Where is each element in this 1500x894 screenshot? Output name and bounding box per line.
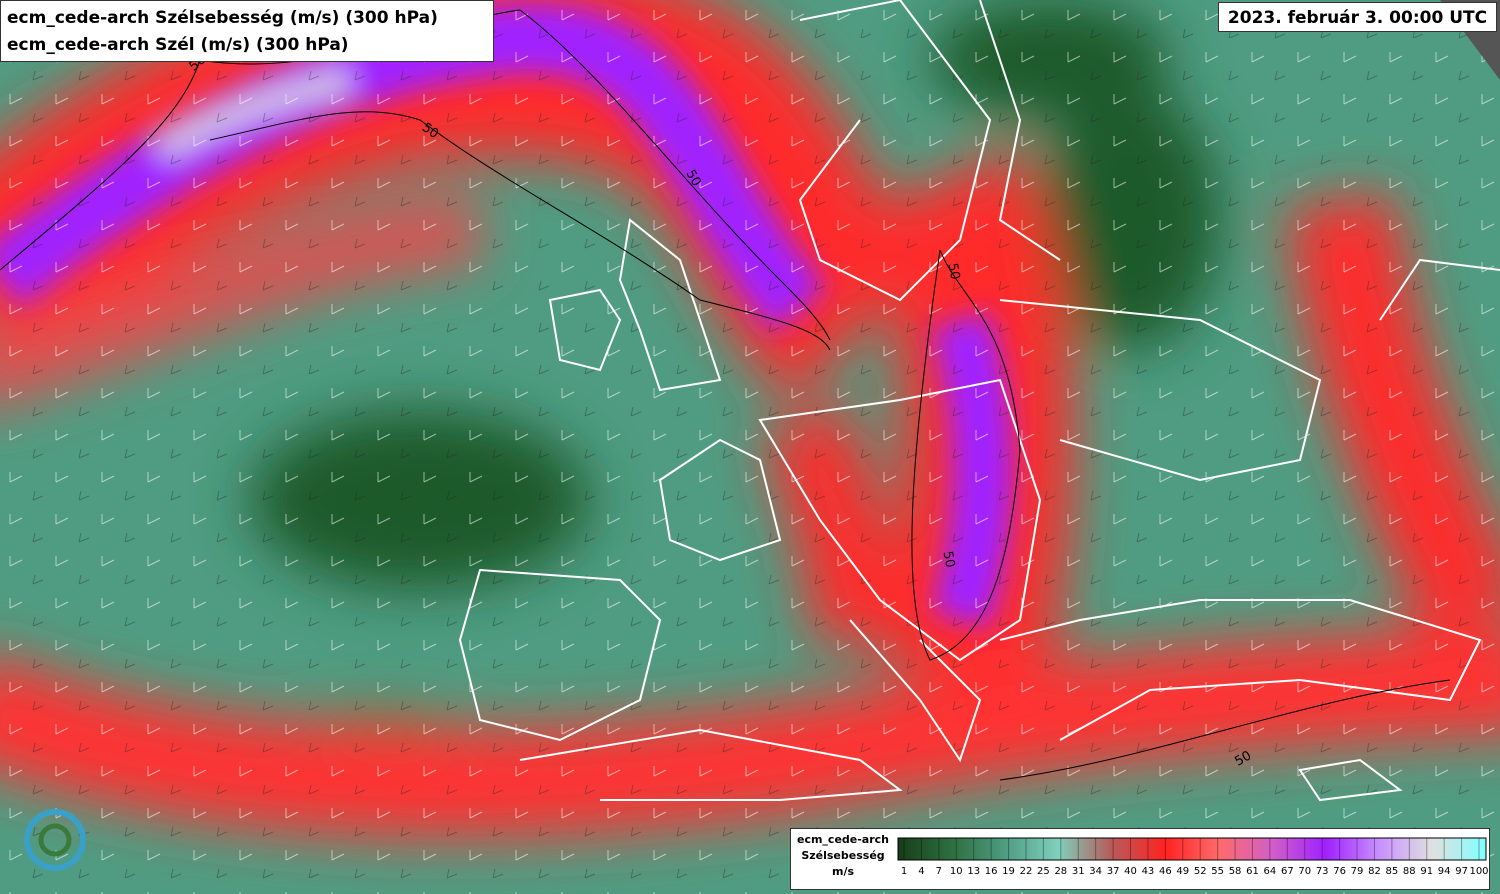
legend-title: m/s — [831, 865, 855, 878]
colorbar-tick-label: 64 — [1264, 866, 1277, 877]
legend: ecm_cede-arch Szélsebesség m/s 1 4 7 10 13 16… — [790, 828, 1490, 890]
colorbar-tick-label: 55 — [1211, 866, 1224, 877]
contour-50 — [0, 9, 1451, 781]
coastlines — [458, 0, 1500, 802]
colorbar-tick-label: 19 — [1002, 866, 1015, 877]
colorbar-tick-label: 79 — [1351, 866, 1364, 877]
colorbar-tick-label: 52 — [1194, 866, 1207, 877]
colorbar-tick-label: 31 — [1072, 866, 1085, 877]
colorbar-tick-label: 25 — [1037, 866, 1050, 877]
title-box: ecm_cede-arch Szélsebesség (m/s) (300 hP… — [0, 0, 494, 62]
colorbar-tick-label: 67 — [1281, 866, 1294, 877]
colorbar-tick-label: 7 — [936, 866, 942, 877]
colorbar-tick-label: 10 — [950, 866, 963, 877]
colorbar-tick-label: 40 — [1124, 866, 1137, 877]
legend-title: ecm_cede-arch — [796, 833, 890, 846]
colorbar-tick-label: 22 — [1020, 866, 1033, 877]
colorbar-tick-label: 1 — [901, 866, 907, 877]
colorbar-tick-label: 97 — [1455, 866, 1468, 877]
colorbar-tick-label: 70 — [1298, 866, 1311, 877]
contour-label: 50 — [940, 550, 958, 569]
colorbar-tick-label: 4 — [918, 866, 924, 877]
colorbar-tick-label: 37 — [1107, 866, 1120, 877]
colorbar-tick-label: 16 — [985, 866, 998, 877]
colorbar-tick-label: 46 — [1159, 866, 1172, 877]
colorbar-tick-label: 43 — [1142, 866, 1155, 877]
colorbar-tick-label: 94 — [1438, 866, 1451, 877]
title-line: ecm_cede-arch Szélsebesség (m/s) (300 hP… — [7, 8, 438, 28]
colorbar-tick-label: 13 — [967, 866, 980, 877]
colorbar-tick-label: 85 — [1386, 866, 1399, 877]
colorbar-tick-label: 88 — [1403, 866, 1416, 877]
colorbar-tick-label: 28 — [1054, 866, 1067, 877]
colorbar-tick-label: 82 — [1368, 866, 1381, 877]
colorbar-tick-label: 58 — [1229, 866, 1242, 877]
contour-label: 50 — [1232, 748, 1254, 769]
colorbar-tick-label: 61 — [1246, 866, 1259, 877]
colorbar-tick-label: 91 — [1420, 866, 1433, 877]
contour-label: 50 — [945, 262, 963, 281]
title-line: ecm_cede-arch Szél (m/s) (300 hPa) — [7, 35, 349, 55]
colorbar-tick-label: 49 — [1176, 866, 1189, 877]
colorbar: 1 4 7 10 13 16 19 22 25 28 31 34 37 40 43 46 49 52 55 58 61 6… — [897, 837, 1489, 877]
colorbar-scale — [897, 837, 1487, 861]
colorbar-tick-label: 76 — [1333, 866, 1346, 877]
colorbar-tick-label: 73 — [1316, 866, 1329, 877]
contour-label: 50 — [682, 167, 703, 189]
legend-title: Szélsebesség — [801, 849, 885, 862]
colorbar-tick-label: 100 — [1469, 866, 1488, 877]
colorbar-tick-label: 34 — [1089, 866, 1102, 877]
logo — [24, 809, 86, 871]
valid-time: 2023. február 3. 00:00 UTC — [1218, 2, 1497, 32]
